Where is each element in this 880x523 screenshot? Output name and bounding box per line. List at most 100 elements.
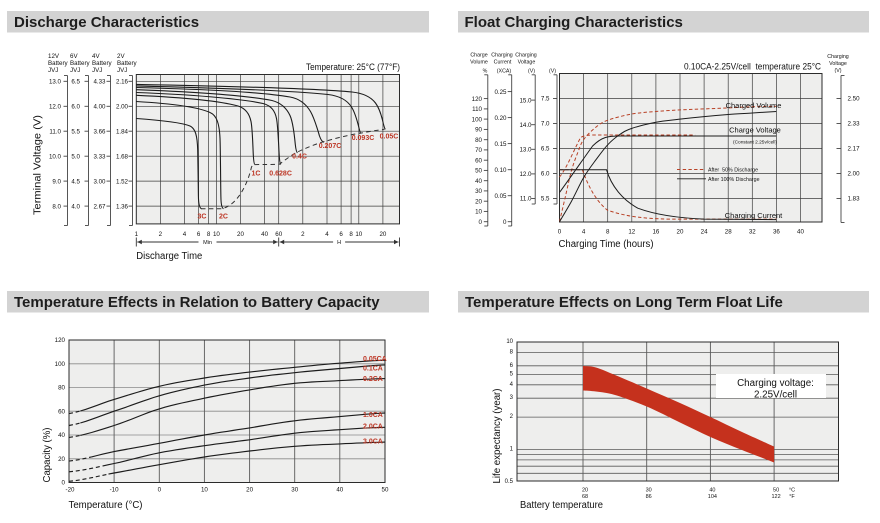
svg-text:Charging voltage:: Charging voltage: (737, 378, 814, 389)
svg-text:40: 40 (336, 487, 343, 494)
svg-text:8: 8 (207, 231, 211, 238)
svg-text:2C: 2C (219, 213, 228, 220)
svg-text:12.0: 12.0 (49, 104, 62, 111)
svg-text:7.0: 7.0 (541, 121, 550, 128)
svg-text:Charge: Charge (470, 53, 487, 59)
svg-text:6.5: 6.5 (71, 79, 80, 86)
svg-text:20: 20 (475, 198, 482, 205)
svg-text:Charging: Charging (515, 53, 537, 59)
svg-text:2: 2 (159, 231, 163, 238)
svg-text:14.0: 14.0 (519, 122, 532, 129)
svg-text:0.05: 0.05 (494, 193, 507, 200)
svg-text:0.207C: 0.207C (319, 143, 342, 150)
svg-text:Temperature: 25°C (77°F): Temperature: 25°C (77°F) (306, 62, 400, 72)
svg-text:40: 40 (58, 432, 65, 439)
svg-text:0.15: 0.15 (494, 141, 507, 148)
svg-text:H: H (337, 240, 341, 246)
svg-text:0: 0 (558, 229, 562, 236)
svg-text:3: 3 (510, 395, 514, 401)
svg-text:2.0CA: 2.0CA (363, 424, 383, 431)
svg-text:Voltage: Voltage (518, 59, 536, 65)
svg-text:0: 0 (158, 487, 162, 494)
svg-text:120: 120 (55, 337, 66, 344)
svg-text:2.16: 2.16 (116, 79, 129, 86)
svg-text:Float Charging Characteristics: Float Charging Characteristics (465, 14, 683, 31)
svg-text:28: 28 (725, 229, 732, 236)
svg-text:-10: -10 (110, 487, 120, 494)
svg-text:6V: 6V (70, 53, 78, 60)
svg-text:4V: 4V (92, 53, 100, 60)
svg-text:60: 60 (475, 157, 482, 164)
svg-text:6: 6 (339, 231, 343, 238)
svg-text:32: 32 (749, 229, 756, 236)
svg-text:2.33: 2.33 (848, 121, 861, 128)
svg-text:86: 86 (646, 494, 652, 500)
svg-text:(V): (V) (528, 69, 535, 75)
svg-text:12V: 12V (48, 53, 60, 60)
svg-text:1.68: 1.68 (116, 153, 129, 160)
svg-text:Life expectancy (year): Life expectancy (year) (492, 389, 503, 484)
svg-text:20: 20 (379, 231, 386, 238)
svg-text:(Constant 2.25v/cell): (Constant 2.25v/cell) (733, 140, 777, 146)
svg-text:JVJ: JVJ (117, 67, 127, 74)
svg-text:3.0CA: 3.0CA (363, 439, 383, 446)
svg-text:120: 120 (472, 96, 483, 103)
svg-text:20: 20 (582, 488, 588, 494)
svg-text:6: 6 (510, 363, 514, 369)
svg-text:2.00: 2.00 (116, 104, 129, 111)
svg-text:3.33: 3.33 (93, 153, 106, 160)
svg-text:4: 4 (183, 231, 187, 238)
svg-text:4.00: 4.00 (93, 104, 106, 111)
svg-text:30: 30 (475, 188, 482, 195)
svg-text:5: 5 (510, 371, 514, 377)
svg-text:4.33: 4.33 (93, 79, 106, 86)
svg-text:20: 20 (58, 456, 65, 463)
svg-text:Volume: Volume (470, 59, 488, 65)
svg-text:4: 4 (325, 231, 329, 238)
svg-text:0.20: 0.20 (494, 115, 507, 122)
svg-text:Current: Current (494, 59, 512, 65)
svg-text:Temperature Effects in Relatio: Temperature Effects in Relation to Batte… (14, 294, 380, 311)
svg-text:13.0: 13.0 (49, 79, 62, 86)
svg-text:After 50% Discharge: After 50% Discharge (708, 168, 758, 174)
svg-text:0.093C: 0.093C (352, 135, 375, 142)
svg-text:50: 50 (475, 168, 482, 175)
svg-text:1.84: 1.84 (116, 128, 129, 135)
svg-text:2.17: 2.17 (848, 146, 861, 153)
svg-text:1.83: 1.83 (848, 196, 861, 203)
svg-text:10: 10 (355, 231, 362, 238)
svg-text:104: 104 (708, 494, 717, 500)
svg-text:Temperature Effects on Long Te: Temperature Effects on Long Term Float L… (465, 294, 783, 311)
svg-text:90: 90 (475, 127, 482, 134)
svg-text:Battery: Battery (117, 60, 138, 67)
svg-text:(V): (V) (549, 69, 556, 75)
svg-text:100: 100 (55, 361, 66, 368)
svg-text:50: 50 (382, 487, 389, 494)
svg-text:Battery temperature: Battery temperature (520, 500, 603, 511)
svg-text:0.628C: 0.628C (269, 171, 292, 178)
svg-text:Charging: Charging (827, 54, 849, 60)
svg-text:1: 1 (510, 447, 514, 453)
svg-text:40: 40 (709, 488, 715, 494)
svg-text:4.5: 4.5 (71, 178, 80, 185)
svg-text:70: 70 (475, 147, 482, 154)
svg-text:3C: 3C (198, 213, 207, 220)
svg-text:2V: 2V (117, 53, 125, 60)
svg-text:1C: 1C (252, 171, 261, 178)
svg-text:0.2CA: 0.2CA (363, 376, 383, 383)
svg-text:0: 0 (62, 480, 66, 487)
svg-text:0.1CA: 0.1CA (363, 366, 383, 373)
svg-text:After 100% Discharge: After 100% Discharge (708, 177, 760, 183)
svg-text:(V): (V) (834, 68, 841, 74)
svg-text:40: 40 (797, 229, 804, 236)
svg-text:6.0: 6.0 (541, 171, 550, 178)
svg-text:8: 8 (349, 231, 353, 238)
svg-text:JVJ: JVJ (70, 67, 80, 74)
svg-text:1.0CA: 1.0CA (363, 412, 383, 419)
svg-text:Temperature (°C): Temperature (°C) (69, 500, 143, 511)
svg-text:110: 110 (472, 106, 482, 113)
svg-text:4: 4 (510, 382, 514, 388)
svg-text:30: 30 (646, 488, 652, 494)
svg-text:2.25V/cell: 2.25V/cell (754, 390, 797, 401)
svg-text:2: 2 (510, 414, 514, 420)
